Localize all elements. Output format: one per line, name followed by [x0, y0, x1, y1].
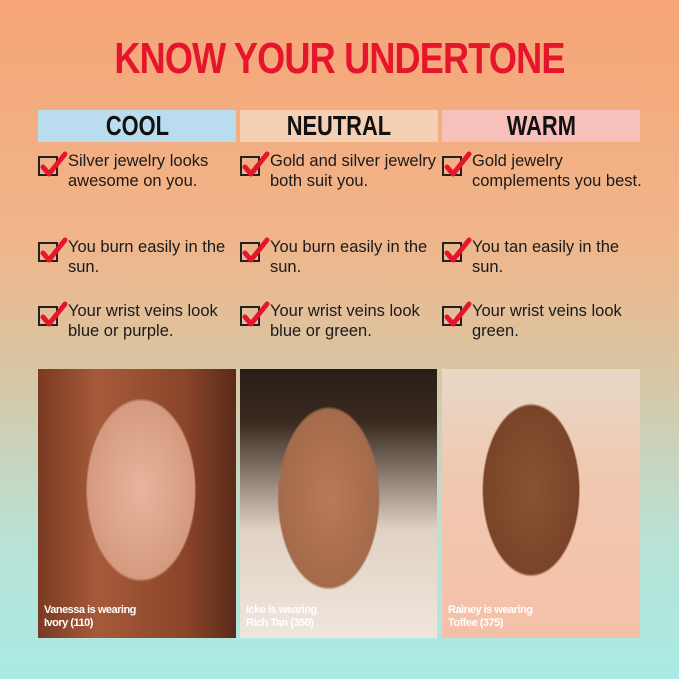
checkbox-checked-icon [38, 301, 68, 327]
photo-caption: Vanessa is wearing Ivory (110) [44, 604, 136, 630]
checkbox-checked-icon [240, 151, 270, 177]
checkbox-checked-icon [442, 237, 472, 263]
checklist-item: Silver jewelry looks awesome on you. [38, 151, 238, 191]
model-photo: Vanessa is wearing Ivory (110) [38, 369, 236, 638]
caption-line: Vanessa is wearing [44, 604, 136, 616]
photo-caption: Icke is wearing Rich Tan (350) [246, 604, 317, 630]
model-photo: Rainey is wearing Toffee (375) [442, 369, 640, 638]
column-header: NEUTRAL [240, 110, 438, 142]
caption-shade: Ivory (110) [44, 617, 93, 629]
checkbox-checked-icon [240, 237, 270, 263]
checkbox-checked-icon [38, 237, 68, 263]
column-neutral: NEUTRAL Gold and silver jewelry both suit… [240, 110, 438, 340]
checklist-item: Your wrist veins look blue or green. [240, 301, 440, 341]
checklist-text: Your wrist veins look blue or green. [270, 302, 420, 340]
model-photo: Icke is wearing Rich Tan (350) [240, 369, 437, 638]
column-warm: WARM Gold jewelry complements you best. Yo… [442, 110, 642, 340]
checklist-text: You burn easily in the sun. [270, 238, 428, 276]
column-header: COOL [38, 110, 236, 142]
column-header-label: WARM [506, 110, 576, 141]
checklist-item: Your wrist veins look green. [442, 301, 642, 341]
caption-shade: Rich Tan (350) [246, 617, 314, 629]
checkbox-checked-icon [240, 301, 270, 327]
caption-shade: Toffee (375) [448, 617, 503, 629]
checklist-item: You burn easily in the sun. [38, 237, 238, 277]
checklist-item: Gold and silver jewelry both suit you. [240, 151, 440, 191]
caption-line: Rainey is wearing [448, 604, 533, 616]
checklist-item: You tan easily in the sun. [442, 237, 642, 277]
checklist-text: Your wrist veins look green. [472, 302, 622, 340]
checklist-text: Silver jewelry looks awesome on you. [68, 152, 209, 190]
checklist-text: You tan easily in the sun. [472, 238, 620, 276]
column-cool: COOL Silver jewelry looks awesome on you.… [38, 110, 236, 340]
page-title: KNOW YOUR UNDERTONE [114, 34, 565, 83]
checkbox-checked-icon [38, 151, 68, 177]
photo-caption: Rainey is wearing Toffee (375) [448, 604, 533, 630]
column-header-label: NEUTRAL [286, 110, 392, 141]
checklist-item: Your wrist veins look blue or purple. [38, 301, 238, 341]
checklist-text: You burn easily in the sun. [68, 238, 226, 276]
column-header-label: COOL [105, 110, 169, 141]
column-header: WARM [442, 110, 640, 142]
checklist-item: You burn easily in the sun. [240, 237, 440, 277]
checklist-text: Gold jewelry complements you best. [472, 152, 642, 190]
checklist-text: Gold and silver jewelry both suit you. [270, 152, 436, 190]
checkbox-checked-icon [442, 301, 472, 327]
checklist-text: Your wrist veins look blue or purple. [68, 302, 218, 340]
checkbox-checked-icon [442, 151, 472, 177]
caption-line: Icke is wearing [246, 604, 317, 616]
checklist-item: Gold jewelry complements you best. [442, 151, 642, 191]
